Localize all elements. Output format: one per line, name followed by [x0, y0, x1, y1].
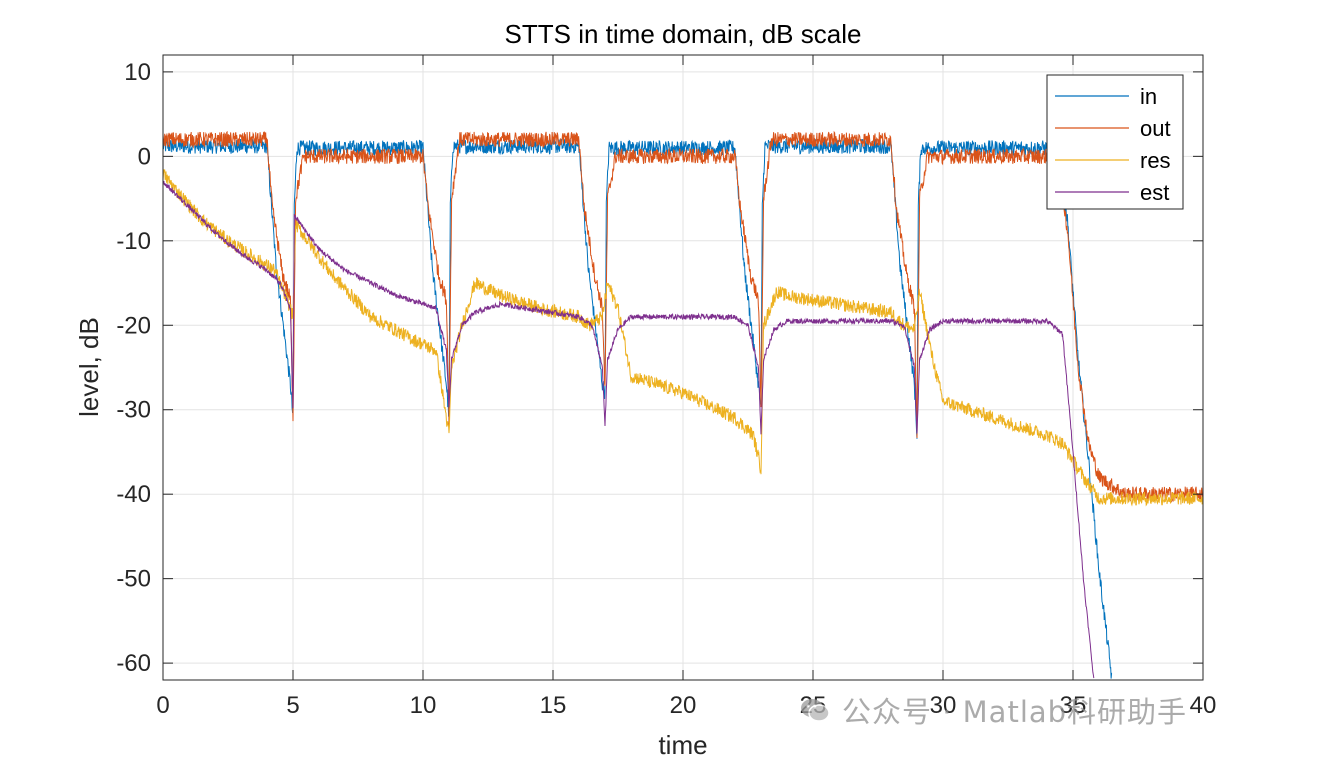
- y-tick-label: -20: [116, 312, 151, 339]
- legend-label-in: in: [1140, 84, 1157, 109]
- y-tick-label: 10: [124, 59, 151, 86]
- legend-label-est: est: [1140, 180, 1169, 205]
- series-group: [163, 130, 1203, 679]
- x-tick-label: 15: [540, 692, 567, 719]
- legend-box: [1046, 74, 1184, 210]
- series-line-est: [163, 180, 1095, 679]
- y-axis-title: level, dB: [74, 317, 104, 417]
- series-line-out: [163, 130, 1203, 503]
- series-line-res: [163, 169, 1203, 507]
- y-tick-label: -10: [116, 228, 151, 255]
- legend-label-out: out: [1140, 116, 1171, 141]
- x-tick-label: 35: [1060, 692, 1087, 719]
- legend-label-res: res: [1140, 148, 1171, 173]
- y-tick-label: -60: [116, 650, 151, 677]
- ticks: [162, 55, 1204, 680]
- x-tick-label: 5: [286, 692, 299, 719]
- y-tick-label: -30: [116, 397, 151, 424]
- wechat-icon: [801, 699, 830, 722]
- x-tick-label: 30: [930, 692, 957, 719]
- x-tick-label: 0: [156, 692, 169, 719]
- x-axis-title: time: [658, 730, 707, 760]
- x-tick-label: 10: [410, 692, 437, 719]
- chart-title: STTS in time domain, dB scale: [505, 19, 862, 49]
- y-tick-label: 0: [138, 143, 151, 170]
- x-tick-label: 40: [1190, 692, 1217, 719]
- watermark: 公众号 · Matlab科研助手: [800, 688, 1300, 732]
- watermark-text: 公众号 · Matlab科研助手: [842, 695, 1188, 729]
- legend: in out res est: [1046, 74, 1184, 210]
- y-tick-label: -50: [116, 566, 151, 593]
- y-tick-label: -40: [116, 481, 151, 508]
- x-tick-label: 20: [670, 692, 697, 719]
